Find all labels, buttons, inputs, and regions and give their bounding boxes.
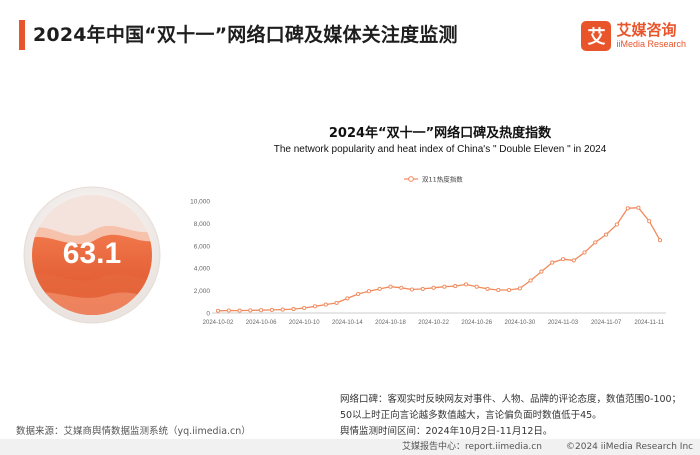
x-tick-label: 2024-10-14 (332, 320, 363, 326)
data-point (625, 206, 630, 211)
gauge-value: 63.1 (62, 237, 122, 270)
x-tick-label: 2024-10-10 (289, 320, 320, 326)
data-point (496, 287, 501, 293)
data-point (356, 291, 361, 297)
data-point (560, 257, 566, 262)
data-point (431, 285, 436, 290)
x-tick-label: 2024-11-07 (591, 320, 622, 326)
data-point (312, 304, 318, 309)
x-tick-label: 2024-11-11 (634, 320, 664, 326)
note-line-1: 网络口碑：客观实时反映网友对事件、人物、品牌的评论态度，数值范围0-100； (340, 394, 682, 405)
data-point (517, 286, 522, 291)
data-point (323, 302, 328, 307)
data-point (291, 307, 296, 312)
data-point (399, 285, 404, 290)
data-point (269, 307, 274, 312)
data-point (226, 308, 231, 313)
page-title: 2024年中国“双十一”网络口碑及媒体关注度监测 (33, 24, 458, 46)
y-tick-label: 10,000 (190, 199, 210, 206)
y-tick-label: 0 (206, 311, 210, 318)
data-point (366, 289, 371, 294)
x-tick-label: 2024-10-26 (461, 320, 492, 326)
data-point (388, 284, 393, 289)
x-tick-label: 2024-10-06 (246, 320, 277, 326)
chart-title: 2024年“双十一”网络口碑及热度指数 (328, 126, 552, 141)
data-point (259, 308, 264, 313)
footer-bar: 艾媒报告中心：report.iimedia.cn ©2024 iiMedia R… (0, 439, 700, 455)
data-point (409, 287, 415, 292)
x-tick-label: 2024-11-03 (548, 320, 579, 326)
y-tick-label: 4,000 (194, 266, 211, 273)
note-line-3: 舆情监测时间区间：2024年10月2日-11月12日。 (340, 426, 553, 437)
data-point (453, 284, 458, 289)
data-point (345, 296, 350, 301)
data-point (571, 258, 576, 263)
x-tick-label: 2024-10-18 (375, 320, 406, 326)
footer-copyright: ©2024 iiMedia Research Inc (566, 442, 694, 452)
data-point (647, 219, 652, 224)
data-source: 数据来源：艾媒商舆情数据监测系统（yq.iimedia.cn） (16, 426, 251, 437)
data-point (377, 286, 382, 291)
data-point (215, 308, 221, 313)
chart-subtitle: The network popularity and heat index of… (273, 144, 607, 155)
x-tick-label: 2024-10-30 (505, 320, 536, 326)
data-point (582, 250, 587, 255)
data-point (334, 300, 339, 305)
data-point (593, 240, 598, 245)
header-accent-bar (19, 20, 25, 50)
y-tick-label: 2,000 (194, 288, 211, 295)
data-point (463, 282, 469, 287)
data-point (442, 284, 447, 289)
brand-name: 艾媒咨询 (616, 21, 677, 39)
brand-name-en: iiMedia Research (616, 39, 686, 49)
data-point (507, 287, 512, 293)
data-point (302, 305, 307, 311)
data-point (248, 308, 253, 313)
data-point (474, 284, 479, 289)
footer-report-link[interactable]: 艾媒报告中心：report.iimedia.cn (402, 442, 542, 452)
data-point (550, 260, 555, 265)
x-tick-label: 2024-10-22 (418, 320, 449, 326)
series-line (217, 207, 661, 312)
legend-label: 双11热度指数 (422, 175, 463, 184)
data-point (604, 232, 609, 237)
methodology-note: 网络口碑：客观实时反映网友对事件、人物、品牌的评论态度，数值范围0-100； 5… (340, 392, 690, 440)
data-point (420, 286, 425, 291)
data-point (485, 286, 490, 291)
note-line-2: 50以上时正向言论越多数值越大，言论偏负面时数值低于45。 (340, 410, 602, 421)
y-tick-label: 8,000 (194, 221, 211, 228)
data-point (614, 222, 619, 227)
data-point (636, 205, 641, 210)
data-point (657, 238, 663, 243)
brand-logo: 艾 艾媒咨询 iiMedia Research (581, 16, 686, 56)
gauge-graphic (23, 186, 161, 324)
data-point (528, 278, 533, 283)
data-point (280, 307, 285, 312)
data-point (237, 308, 242, 313)
legend-marker (408, 176, 414, 182)
y-tick-label: 6,000 (194, 243, 211, 250)
data-point (539, 269, 544, 274)
brand-logo-icon: 艾 (581, 21, 612, 51)
reputation-gauge: 63.1 (22, 185, 162, 325)
x-tick-label: 2024-10-02 (203, 320, 234, 326)
